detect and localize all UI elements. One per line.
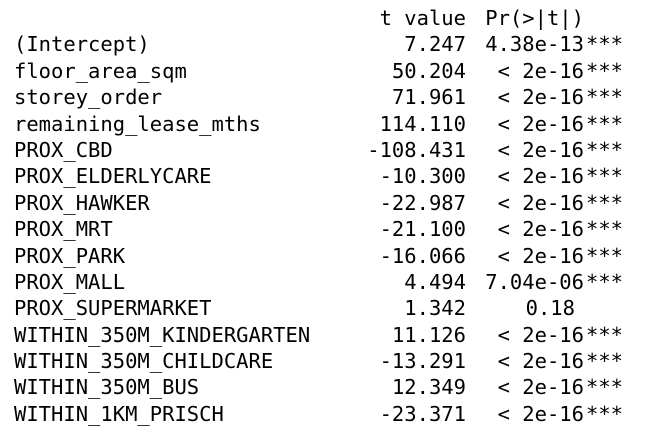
p-value: < 2e-16 <box>497 217 584 242</box>
significance-code: *** <box>586 137 624 162</box>
coefficient-row: PROX_HAWKER -22.987 < 2e-16 *** <box>14 190 664 216</box>
term-name: WITHIN_350M_KINDERGARTEN <box>14 322 311 347</box>
p-value: < 2e-16 <box>497 322 584 347</box>
significance-code: *** <box>586 58 624 83</box>
p-value: < 2e-16 <box>497 85 584 110</box>
t-value: -22.987 <box>379 190 466 215</box>
coefficient-rows: (Intercept) 7.247 4.38e-13 *** floor_area_sq… <box>14 31 664 427</box>
coefficient-row: storey_order 71.961 < 2e-16 *** <box>14 84 664 110</box>
p-value: < 2e-16 <box>497 401 584 426</box>
significance-code: *** <box>586 190 624 215</box>
t-value: 11.126 <box>391 322 466 347</box>
regression-coefficient-output: t value Pr(>|t|) (Intercept) 7.247 4.38e-1… <box>14 5 664 427</box>
term-name: PROX_MALL <box>14 269 126 294</box>
term-name: storey_order <box>14 85 163 110</box>
term-name: floor_area_sqm <box>14 58 187 83</box>
t-value: 4.494 <box>404 269 466 294</box>
coefficient-row: (Intercept) 7.247 4.38e-13 *** <box>14 31 664 57</box>
significance-code: *** <box>586 85 624 110</box>
significance-code: *** <box>586 243 624 268</box>
t-value: -108.431 <box>367 137 466 162</box>
term-name: PROX_MRT <box>14 217 113 242</box>
significance-code: *** <box>586 164 624 189</box>
term-name: PROX_ELDERLYCARE <box>14 164 212 189</box>
p-value: < 2e-16 <box>497 111 584 136</box>
term-name: WITHIN_350M_CHILDCARE <box>14 349 274 374</box>
significance-code: *** <box>586 269 624 294</box>
coefficient-row: remaining_lease_mths 114.110 < 2e-16 *** <box>14 111 664 137</box>
p-value: < 2e-16 <box>497 137 584 162</box>
term-name: WITHIN_1KM_PRISCH <box>14 401 224 426</box>
t-value: 1.342 <box>404 296 466 321</box>
coefficient-row: PROX_MRT -21.100 < 2e-16 *** <box>14 216 664 242</box>
t-value: 71.961 <box>391 85 466 110</box>
column-header-row: t value Pr(>|t|) <box>14 5 664 31</box>
significance-code: *** <box>586 32 624 57</box>
significance-code: *** <box>586 349 624 374</box>
t-value: -23.371 <box>379 401 466 426</box>
term-name: PROX_SUPERMARKET <box>14 296 212 321</box>
p-value-header: Pr(>|t|) <box>485 6 584 30</box>
coefficient-row: WITHIN_350M_KINDERGARTEN 11.126 < 2e-16 *** <box>14 322 664 348</box>
coefficient-row: PROX_ELDERLYCARE -10.300 < 2e-16 *** <box>14 163 664 189</box>
t-value: 114.110 <box>379 111 466 136</box>
t-value: -10.300 <box>379 164 466 189</box>
p-value: 4.38e-13 <box>485 32 584 57</box>
p-value: 7.04e-06 <box>485 269 584 294</box>
p-value: < 2e-16 <box>497 164 584 189</box>
t-value: 7.247 <box>404 32 466 57</box>
coefficient-row: WITHIN_350M_BUS 12.349 < 2e-16 *** <box>14 374 664 400</box>
coefficient-row: WITHIN_1KM_PRISCH -23.371 < 2e-16 *** <box>14 401 664 427</box>
significance-code: *** <box>586 401 624 426</box>
p-value: < 2e-16 <box>497 375 584 400</box>
coefficient-row: PROX_SUPERMARKET 1.342 0.18 <box>14 295 664 321</box>
significance-code: *** <box>586 217 624 242</box>
significance-code: *** <box>586 375 624 400</box>
term-name: WITHIN_350M_BUS <box>14 375 200 400</box>
term-name: PROX_PARK <box>14 243 126 268</box>
t-value: -16.066 <box>379 243 466 268</box>
term-name: PROX_HAWKER <box>14 190 150 215</box>
significance-code: *** <box>586 322 624 347</box>
coefficient-row: PROX_CBD -108.431 < 2e-16 *** <box>14 137 664 163</box>
t-value: -13.291 <box>379 349 466 374</box>
significance-code: *** <box>586 111 624 136</box>
term-name: PROX_CBD <box>14 137 113 162</box>
p-value: < 2e-16 <box>497 349 584 374</box>
coefficient-row: PROX_MALL 4.494 7.04e-06 *** <box>14 269 664 295</box>
t-value: 12.349 <box>391 375 466 400</box>
t-value: -21.100 <box>379 217 466 242</box>
t-value: 50.204 <box>391 58 466 83</box>
coefficient-row: WITHIN_350M_CHILDCARE -13.291 < 2e-16 *** <box>14 348 664 374</box>
term-name: remaining_lease_mths <box>14 111 261 136</box>
coefficient-row: PROX_PARK -16.066 < 2e-16 *** <box>14 243 664 269</box>
p-value: < 2e-16 <box>497 243 584 268</box>
p-value: < 2e-16 <box>497 190 584 215</box>
t-value-header: t value <box>379 6 466 30</box>
p-value: 0.18 <box>525 296 575 321</box>
term-name: (Intercept) <box>14 32 150 57</box>
p-value: < 2e-16 <box>497 58 584 83</box>
coefficient-row: floor_area_sqm 50.204 < 2e-16 *** <box>14 58 664 84</box>
